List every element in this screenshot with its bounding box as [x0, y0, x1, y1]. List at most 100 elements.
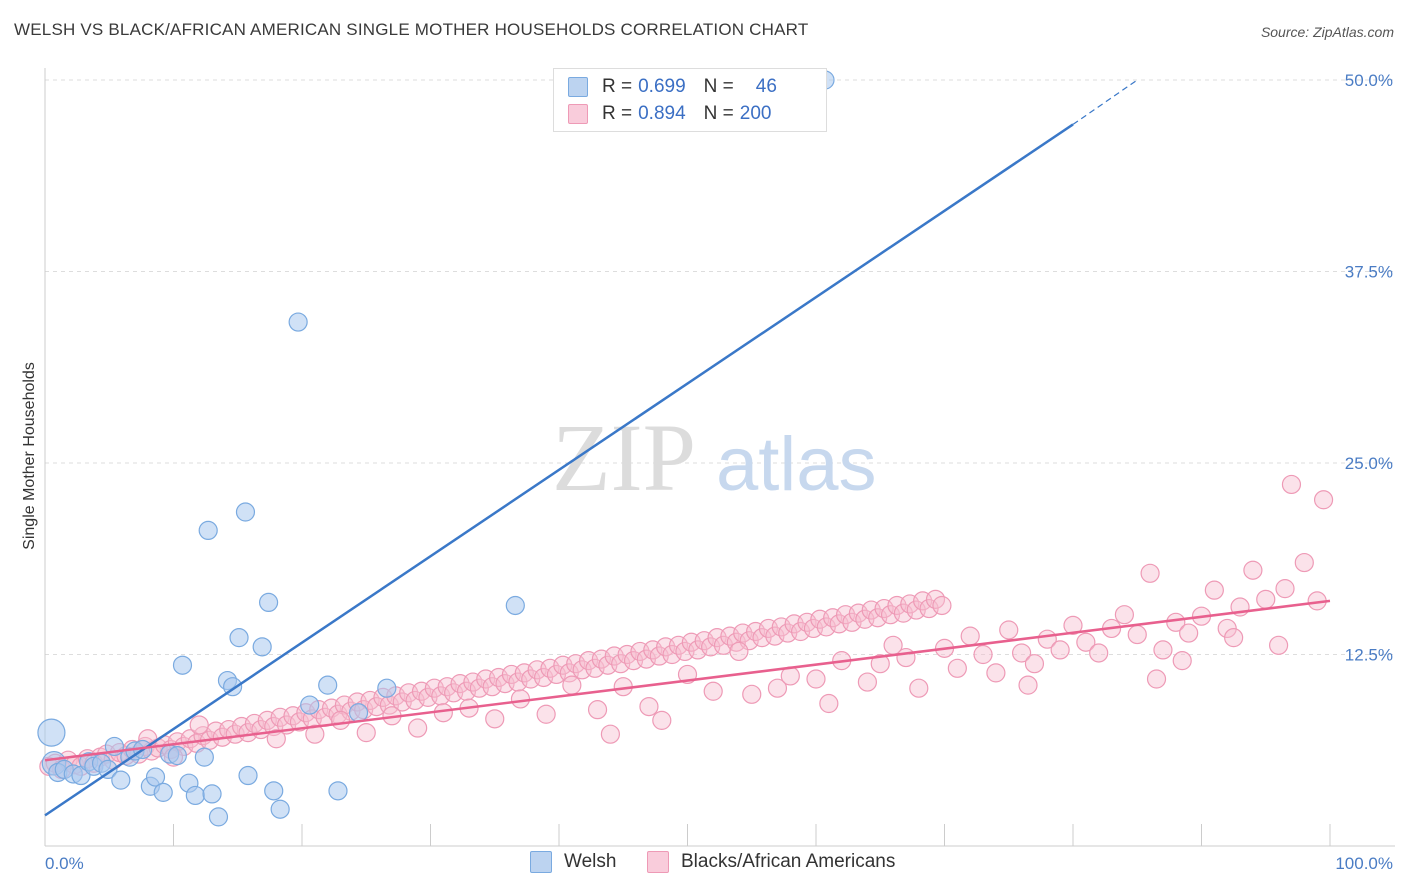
data-point-black	[639, 696, 659, 717]
tick-labels: 12.5% 25.0% 37.5% 50.0% 0.0% 100.0%	[45, 71, 1393, 873]
legend-row-welsh: R = 0.699 N = 46	[568, 75, 777, 99]
legend-row-black: R = 0.894 N = 200	[568, 102, 771, 126]
data-point-welsh	[318, 675, 338, 695]
data-point-welsh	[300, 695, 320, 715]
trend-line-welsh	[44, 123, 1074, 817]
data-point-black	[1089, 643, 1109, 663]
bottom-legend-swatch-welsh	[530, 851, 552, 873]
data-point-black	[485, 709, 505, 729]
data-point-black	[562, 675, 582, 695]
data-point-black	[870, 654, 890, 674]
data-point-black	[1114, 605, 1135, 625]
data-point-welsh	[202, 784, 222, 804]
y-tick-label: 25.0%	[1345, 454, 1393, 473]
data-point-welsh	[167, 746, 187, 766]
trend-line-black	[44, 599, 1331, 762]
series-welsh	[37, 70, 835, 827]
data-point-black	[1179, 623, 1199, 643]
data-point-black	[1146, 669, 1167, 689]
watermark-atlas: atlas	[716, 422, 877, 507]
data-point-welsh	[172, 655, 193, 675]
data-point-black	[1076, 632, 1096, 652]
data-point-welsh	[252, 637, 272, 657]
data-point-black	[742, 684, 762, 704]
data-point-black	[1313, 490, 1334, 510]
data-point-welsh	[198, 520, 218, 541]
data-point-black	[536, 704, 556, 724]
data-point-welsh	[235, 502, 256, 522]
data-point-black	[947, 658, 967, 678]
data-point-black	[1294, 552, 1314, 573]
y-tick-label: 12.5%	[1345, 646, 1393, 665]
y-tick-label: 50.0%	[1345, 71, 1393, 90]
data-point-welsh	[229, 628, 249, 648]
data-point-black	[600, 724, 621, 744]
data-point-welsh	[348, 703, 369, 723]
data-point-black	[1050, 640, 1070, 660]
legend-n-value-welsh: 46	[755, 76, 777, 97]
data-point-black	[857, 672, 878, 692]
data-point-black	[1256, 589, 1276, 609]
bottom-legend-label-welsh: Welsh	[564, 851, 617, 872]
legend-swatch-black	[568, 104, 588, 124]
data-point-black	[1024, 654, 1045, 674]
data-point-black	[1243, 560, 1263, 580]
data-point-black	[932, 595, 952, 616]
legend-r-label: R =	[602, 103, 633, 124]
bottom-legend-swatch-black	[647, 851, 669, 873]
data-point-black	[960, 626, 980, 646]
data-point-black	[1153, 640, 1173, 660]
data-point-black	[587, 700, 608, 720]
data-point-welsh	[208, 807, 229, 827]
chart-title: WELSH VS BLACK/AFRICAN AMERICAN SINGLE M…	[14, 20, 809, 39]
data-point-welsh	[37, 718, 66, 747]
bottom-legend-label-black: Blacks/African Americans	[681, 851, 896, 872]
y-axis-label: Single Mother Households	[21, 362, 38, 550]
legend-swatch-welsh	[568, 77, 588, 97]
data-point-black	[703, 681, 723, 701]
data-point-welsh	[153, 782, 173, 802]
data-point-black	[909, 678, 929, 698]
data-point-black	[1204, 580, 1224, 600]
trend-line-welsh-extension	[1072, 79, 1138, 125]
data-point-black	[1063, 615, 1083, 635]
data-point-black	[819, 693, 839, 714]
data-point-black	[1268, 635, 1289, 655]
watermark-zip: ZIP	[552, 404, 696, 511]
data-point-black	[189, 715, 209, 735]
data-point-welsh	[264, 781, 284, 801]
data-point-welsh	[505, 595, 525, 616]
data-point-black	[1172, 651, 1192, 671]
data-point-welsh	[98, 759, 118, 780]
data-point-welsh	[238, 765, 258, 786]
series-blacks-african-americans	[39, 474, 1334, 780]
chart-source: Source: ZipAtlas.com	[1260, 24, 1394, 40]
x-tick-label: 0.0%	[45, 854, 84, 873]
data-point-black	[1281, 474, 1302, 495]
x-tick-label: 100.0%	[1335, 854, 1393, 873]
bottom-legend: Welsh Blacks/African Americans	[0, 851, 1406, 877]
data-point-black	[408, 718, 428, 738]
data-point-black	[1127, 624, 1147, 645]
data-point-welsh	[258, 592, 279, 613]
data-point-black	[1275, 579, 1295, 599]
data-point-welsh	[185, 785, 205, 806]
data-point-black	[510, 689, 531, 709]
data-point-black	[305, 724, 325, 744]
legend-n-value-black: 200	[739, 103, 772, 124]
data-point-black	[652, 710, 672, 730]
data-point-black	[1011, 643, 1032, 663]
data-point-welsh	[194, 747, 214, 767]
data-point-black	[1140, 563, 1160, 583]
bottom-legend-black: Blacks/African Americans	[647, 851, 895, 873]
data-point-black	[999, 620, 1019, 640]
data-point-welsh	[111, 770, 131, 790]
data-point-black	[986, 663, 1006, 683]
data-point-black	[266, 729, 286, 749]
data-point-black	[806, 669, 826, 689]
data-point-black	[767, 678, 788, 698]
legend-n-label: N =	[703, 103, 734, 124]
data-point-black	[1018, 675, 1038, 695]
data-point-black	[1224, 628, 1244, 648]
